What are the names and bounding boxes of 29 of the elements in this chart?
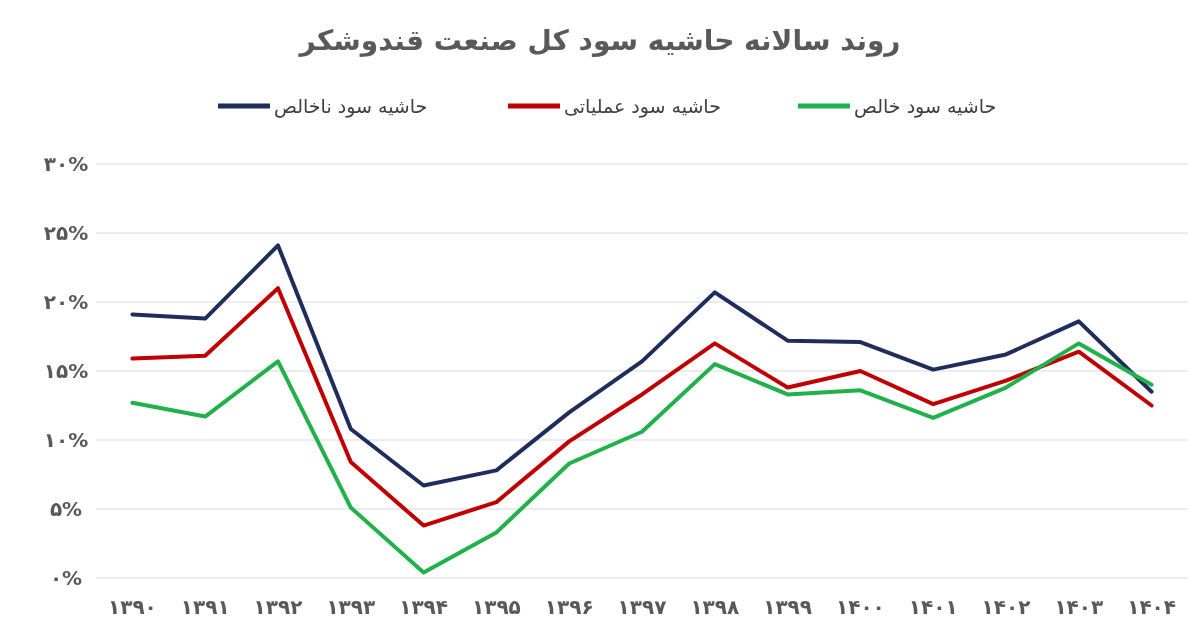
x-tick-label: ۱۳۹۵ <box>471 595 521 619</box>
y-tick-label: ۰% <box>49 566 83 590</box>
x-tick-label: ۱۴۰۰ <box>835 595 885 619</box>
x-tick-label: ۱۴۰۱ <box>908 595 958 619</box>
x-tick-label: ۱۳۹۲ <box>253 595 303 619</box>
x-tick-label: ۱۳۹۹ <box>763 595 813 619</box>
legend-label: حاشیه سود ناخالص <box>274 94 428 118</box>
line-series <box>130 341 1154 575</box>
x-tick-label: ۱۳۹۸ <box>690 595 740 619</box>
x-tick-label: ۱۳۹۱ <box>180 595 230 619</box>
x-tick-label: ۱۳۹۷ <box>617 595 667 619</box>
y-tick-label: ۵% <box>49 497 83 521</box>
x-tick-label: ۱۴۰۲ <box>981 595 1031 619</box>
y-tick-label: ۱۵% <box>43 359 89 383</box>
y-tick-label: ۳۰% <box>43 152 89 176</box>
chart-title: روند سالانه حاشیه سود کل صنعت قندوشکر <box>297 24 901 57</box>
y-tick-label: ۲۰% <box>43 290 89 314</box>
x-tick-label: ۱۳۹۰ <box>107 595 157 619</box>
x-tick-label: ۱۴۰۴ <box>1127 595 1177 619</box>
legend-label: حاشیه سود خالص <box>854 94 997 118</box>
legend-label: حاشیه سود عملیاتی <box>564 94 721 118</box>
x-tick-label: ۱۳۹۴ <box>399 595 449 619</box>
x-tick-label: ۱۳۹۶ <box>544 595 594 619</box>
line-series <box>130 243 1154 488</box>
x-tick-label: ۱۴۰۳ <box>1054 595 1104 619</box>
x-tick-label: ۱۳۹۳ <box>326 595 376 619</box>
y-tick-label: ۱۰% <box>43 428 89 452</box>
y-tick-label: ۲۵% <box>43 221 89 245</box>
line-series <box>130 286 1154 528</box>
